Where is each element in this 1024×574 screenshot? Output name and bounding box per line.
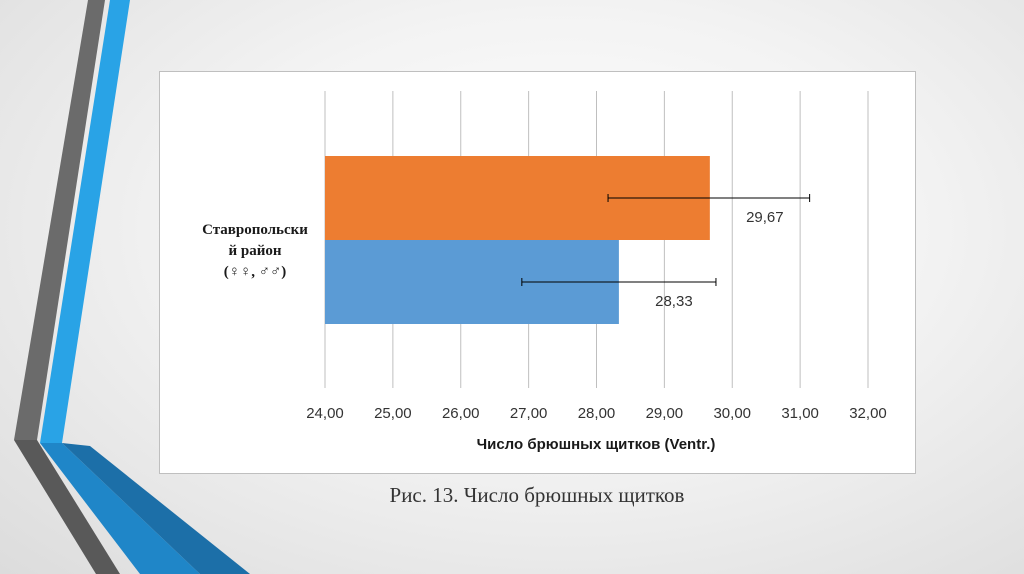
data-label: 28,33 [655, 293, 693, 310]
x-tick-label: 25,00 [374, 405, 412, 422]
x-tick-label: 29,00 [646, 405, 684, 422]
decor-blue-stripe [40, 0, 130, 443]
x-tick-label: 31,00 [781, 405, 819, 422]
decor-gray-lower [14, 440, 120, 574]
bars [325, 156, 710, 324]
x-tick-label: 24,00 [306, 405, 344, 422]
decor-blue-lower [40, 443, 200, 574]
x-tick-labels: 24,00 25,00 26,00 27,00 28,00 29,00 30,00 31,00… [306, 405, 887, 422]
data-labels: 29,67 28,33 [655, 209, 783, 310]
category-label-line: (♀♀, ♂♂) [223, 264, 287, 280]
x-tick-label: 27,00 [510, 405, 548, 422]
category-label: Ставропольски й район (♀♀, ♂♂) [185, 220, 325, 283]
category-label-line: Ставропольски [202, 222, 308, 238]
chart-frame: 29,67 28,33 24,00 25,00 26,00 27,00 28,00 29,0… [159, 71, 916, 474]
x-tick-label: 28,00 [578, 405, 616, 422]
decor-dark-blue-lower [62, 443, 250, 574]
x-tick-label: 26,00 [442, 405, 480, 422]
decor-gray-stripe [14, 0, 105, 440]
x-axis-title: Число брюшных щитков (Ventr.) [477, 436, 716, 453]
x-tick-label: 32,00 [849, 405, 887, 422]
data-label: 29,67 [746, 209, 784, 226]
x-tick-label: 30,00 [713, 405, 751, 422]
bar-chart: 29,67 28,33 24,00 25,00 26,00 27,00 28,00 29,0… [306, 91, 887, 453]
figure-caption: Рис. 13. Число брюшных щитков [389, 483, 685, 507]
category-label-line: й район [228, 243, 282, 259]
error-bars [521, 194, 811, 286]
